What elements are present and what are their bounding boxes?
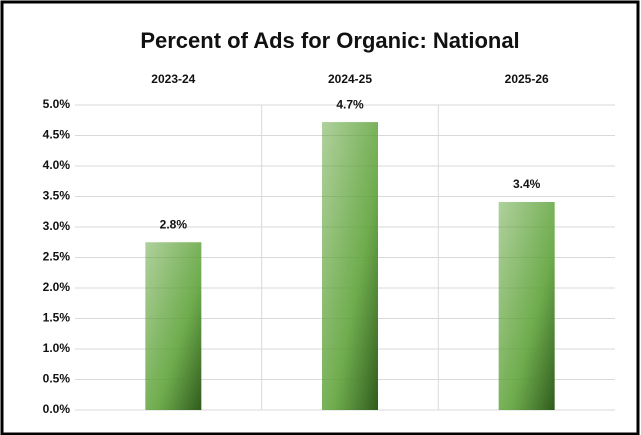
data-label: 2.8% [160, 217, 188, 231]
y-tick-label: 5.0% [43, 97, 71, 111]
y-tick-label: 4.5% [43, 128, 71, 142]
y-tick-label: 2.5% [43, 250, 71, 264]
bar [322, 122, 378, 410]
y-tick-label: 1.0% [43, 341, 71, 355]
category-label: 2023-24 [151, 72, 195, 86]
bar [145, 242, 202, 410]
y-tick-label: 2.0% [43, 280, 71, 294]
data-label: 4.7% [336, 97, 364, 111]
y-tick-label: 4.0% [43, 158, 71, 172]
y-tick-label: 0.5% [43, 372, 71, 386]
category-label: 2024-25 [328, 72, 372, 86]
y-tick-label: 1.5% [43, 311, 71, 325]
y-tick-label: 0.0% [43, 402, 71, 416]
data-label: 3.4% [513, 177, 541, 191]
category-label: 2025-26 [505, 72, 549, 86]
y-tick-label: 3.0% [43, 219, 71, 233]
y-tick-label: 3.5% [43, 189, 71, 203]
chart-title: Percent of Ads for Organic: National [140, 28, 519, 53]
bar [498, 201, 555, 410]
